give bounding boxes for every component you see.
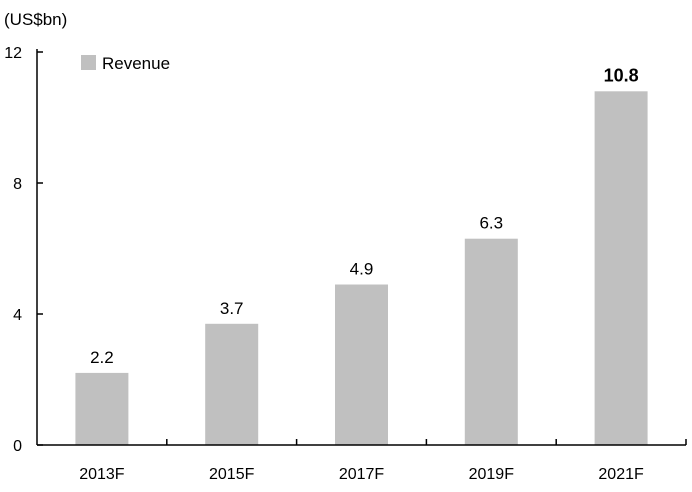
bar-2021f [594, 91, 648, 446]
data-label-2015f: 3.7 [220, 299, 244, 318]
y-tick-label: 4 [13, 307, 22, 324]
y-axis-unit-label: (US$bn) [4, 10, 67, 29]
x-ticks: 2013F 2015F 2017F 2019F 2021F [79, 439, 687, 483]
data-label-2021f: 10.8 [604, 65, 639, 85]
bar-2019f [464, 238, 518, 445]
bar-2013f [75, 372, 129, 445]
y-tick-label: 8 [13, 176, 22, 193]
x-tick-label: 2021F [598, 466, 644, 483]
x-tick-label: 2019F [469, 466, 515, 483]
axes [36, 49, 686, 446]
legend-label-revenue: Revenue [102, 54, 170, 73]
y-tick-label: 0 [13, 438, 22, 455]
bars [75, 91, 648, 446]
bar-2015f [205, 323, 259, 445]
bar-2017f [335, 284, 388, 445]
data-label-2013f: 2.2 [90, 348, 114, 367]
y-tick-label: 12 [4, 45, 22, 62]
legend: Revenue [81, 54, 170, 73]
data-labels: 2.2 3.7 4.9 6.3 10.8 [90, 65, 639, 367]
y-ticks: 0 4 8 12 [4, 45, 43, 455]
legend-swatch-revenue [81, 55, 96, 70]
data-label-2019f: 6.3 [479, 214, 503, 233]
x-tick-label: 2013F [79, 466, 125, 483]
x-tick-label: 2017F [339, 466, 385, 483]
data-label-2017f: 4.9 [350, 260, 374, 279]
x-tick-label: 2015F [209, 466, 255, 483]
